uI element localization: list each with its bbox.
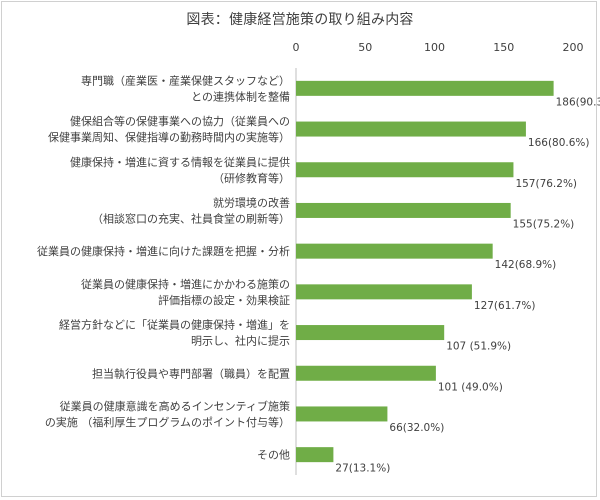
x-tick-label: 0 [293,41,300,54]
bar [296,243,493,259]
bar [296,162,514,178]
x-tick-label: 50 [358,41,372,54]
x-tick-label: 100 [424,41,445,54]
category-label: 従業員の健康意識を高めるインセンティブ施策 [60,399,290,413]
bar [296,202,511,218]
category-label: 明示し、社内に提示 [191,334,290,348]
category-label: 評価指標の設定・効果検証 [158,293,290,307]
category-label: 従業員の健康保持・増進に向けた課題を把握・分析 [37,244,290,258]
bar [296,447,334,463]
data-label: 107 (51.9%) [446,341,511,353]
x-tick-label: 150 [493,41,514,54]
category-label: 従業員の健康保持・増進にかかわる施策の [81,277,290,291]
category-label: 経営方針などに「従業員の健康保持・増進」を [59,318,290,332]
data-label: 101 (49.0%) [438,381,503,393]
data-label: 157(76.2%) [515,178,577,190]
data-label: 27(13.1%) [335,463,390,475]
category-label: 就労環境の改善 [213,195,290,209]
chart-title: 図表：健康経営施策の取り組み内容 [186,12,414,28]
data-label: 186(90.3%) [556,96,600,108]
category-label: （相談窓口の充実、社員食堂の刷新等） [92,211,290,225]
category-label: 健保組合等の保健事業への協力（従業員への [70,114,290,128]
category-label: との連携体制を整備 [191,89,290,103]
category-label: （研修教育等） [213,171,290,185]
bar [296,406,388,422]
category-label: その他 [257,449,290,462]
category-label: 健康保持・増進に資する情報を従業員に提供 [70,155,290,169]
bar [296,325,445,341]
category-label: 担当執行役員や専門部署（職員）を配置 [92,366,290,380]
bar [296,80,554,96]
category-label: 保健事業周知、保健指導の勤務時間内の実施等） [48,130,290,144]
bar [296,121,526,137]
category-label: の実施 （福利厚生プログラムのポイント付与等） [45,415,290,429]
data-label: 142(68.9%) [495,259,557,271]
data-label: 127(61.7%) [474,300,536,312]
x-tick-label: 200 [563,41,584,54]
data-label: 66(32.0%) [389,422,444,434]
bar [296,284,472,300]
category-label: 専門職（産業医・産業保健スタッフなど） [81,73,290,87]
bar [296,365,436,381]
data-label: 166(80.6%) [528,137,590,149]
data-label: 155(75.2%) [513,218,575,230]
